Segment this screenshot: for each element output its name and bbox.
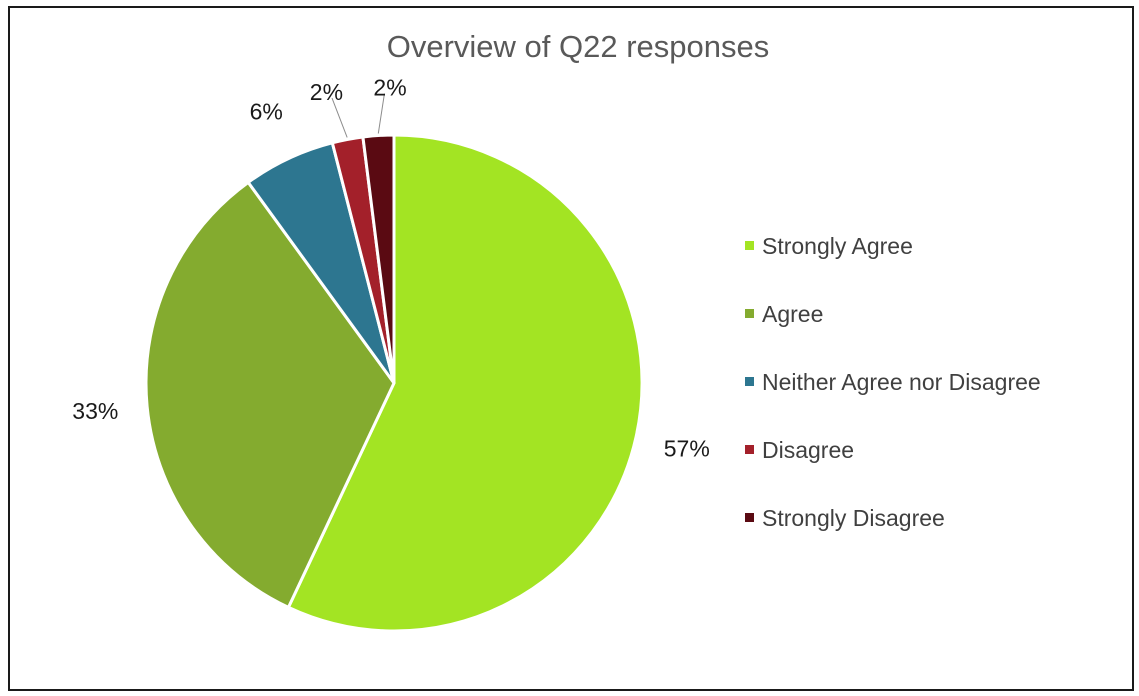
pie-slice-strongly-disagree <box>361 133 396 384</box>
data-label-strongly-agree: 57% <box>664 435 710 461</box>
data-label-agree: 33% <box>72 398 118 424</box>
legend-swatch-strongly-disagree <box>745 513 754 522</box>
legend-label-neither-agree-nor-disagree: Neither Agree nor Disagree <box>762 369 1041 395</box>
chart-title: Overview of Q22 responses <box>387 29 770 64</box>
legend-label-strongly-disagree: Strongly Disagree <box>762 505 945 531</box>
leader-line-strongly-disagree <box>377 93 385 134</box>
leader-line-disagree <box>331 97 348 138</box>
legend-label-strongly-agree: Strongly Agree <box>762 233 913 259</box>
leader-lines <box>331 93 385 138</box>
data-label-disagree: 2% <box>310 79 343 105</box>
legend-label-disagree: Disagree <box>762 437 854 463</box>
data-label-neither-agree-nor-disagree: 6% <box>250 99 283 125</box>
data-labels: 57% 33% 6% 2% 2% <box>72 75 709 462</box>
pie-slices <box>144 133 644 633</box>
pie-slice-agree <box>144 180 396 610</box>
legend-swatch-strongly-agree <box>745 241 754 250</box>
legend-label-agree: Agree <box>762 301 823 327</box>
legend-swatch-neither-agree-nor-disagree <box>745 377 754 386</box>
pie-slice-strongly-agree <box>286 133 644 633</box>
legend: Strongly Agree Agree Neither Agree nor Dis… <box>745 233 1041 531</box>
data-label-strongly-disagree: 2% <box>373 75 406 101</box>
legend-swatch-disagree <box>745 445 754 454</box>
legend-swatch-agree <box>745 309 754 318</box>
